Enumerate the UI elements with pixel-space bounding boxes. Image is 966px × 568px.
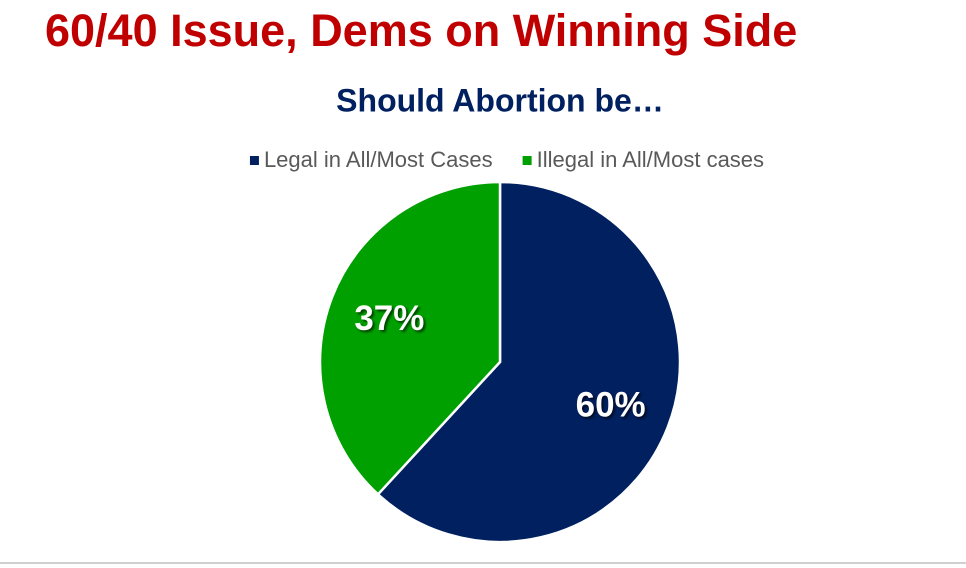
- legend-label: Legal in All/Most Cases: [264, 147, 493, 172]
- legend-swatch: [249, 156, 259, 165]
- data-label: 60%: [576, 385, 646, 424]
- pie-slice: [376, 180, 682, 544]
- data-label: 37%: [354, 299, 424, 338]
- pie-slice: [318, 180, 502, 497]
- legend-swatch: [522, 156, 532, 165]
- chart-subtitle: Should Abortion be…: [336, 82, 664, 118]
- chart-title: 60/40 Issue, Dems on Winning Side: [45, 5, 797, 56]
- legend-label: Illegal in All/Most cases: [537, 147, 764, 172]
